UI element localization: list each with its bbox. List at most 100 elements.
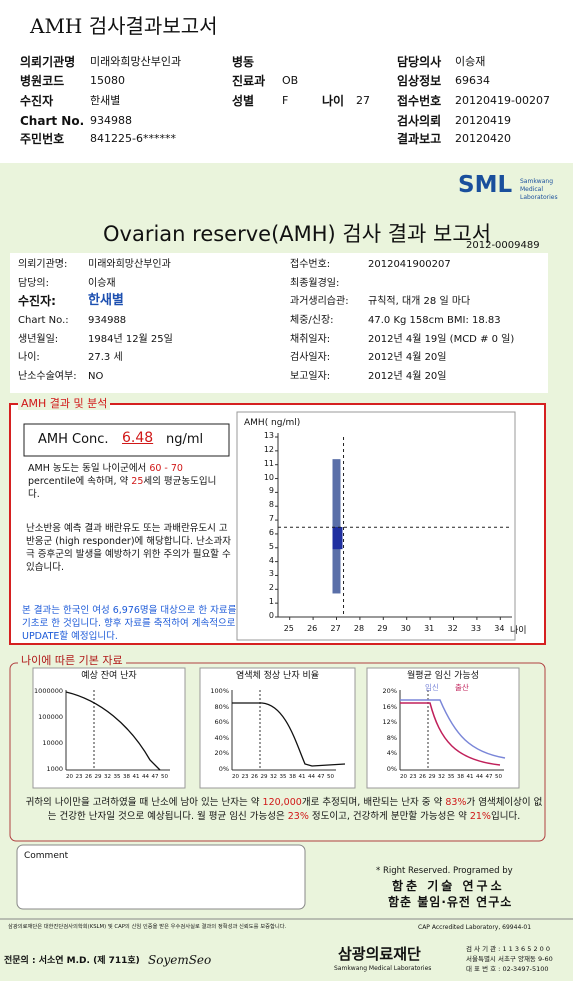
field-label: 나이 — [322, 94, 345, 108]
y-tick-label: 20% — [214, 749, 229, 758]
legend-entry: 출산 — [455, 683, 469, 692]
mini-chart-title: 월평균 임신 가능성 — [407, 671, 479, 681]
text-segment: 60 - 70 — [149, 463, 183, 474]
text-segment: 21% — [469, 811, 491, 822]
info-value: 47.0 Kg 158cm BMI: 18.83 — [368, 315, 501, 326]
field-value: 20120419-00207 — [455, 94, 550, 107]
field-label: 병동 — [232, 55, 255, 69]
conc-box — [23, 423, 230, 457]
x-tick-label: 47 — [317, 774, 325, 780]
y-tick-label: 7 — [268, 514, 274, 524]
field-label: 담당의사 — [397, 55, 442, 69]
director: 전문의 : 서소연 M.D. (제 711호) — [4, 956, 140, 966]
x-tick-label: 25 — [283, 624, 294, 633]
x-tick-label: 23 — [241, 774, 249, 780]
x-tick-label: 32 — [447, 624, 458, 633]
x-tick-label: 26 — [419, 774, 426, 780]
field-value: 15080 — [90, 74, 125, 87]
info-box — [10, 253, 548, 393]
contact: 대 표 번 호 : 02-3497-5100 — [466, 965, 549, 973]
x-tick-label: 47 — [485, 774, 493, 780]
field-label: 병원코드 — [20, 74, 65, 88]
x-tick-label: 41 — [466, 774, 474, 780]
x-tick-label: 20 — [232, 774, 239, 780]
info-value: NO — [88, 371, 104, 382]
x-tick-label: 28 — [353, 624, 365, 633]
field-value: 69634 — [455, 74, 490, 87]
field-value: 20120420 — [455, 132, 511, 145]
field-label: Chart No. — [20, 114, 85, 128]
axis-label: AMH( ng/ml) — [244, 418, 301, 428]
y-tick-label: 20% — [382, 687, 397, 695]
x-tick-label: 38 — [123, 774, 130, 780]
y-tick-label: 6 — [268, 527, 274, 537]
x-tick-label: 29 — [94, 774, 102, 780]
info-label: 수진자: — [18, 294, 56, 308]
y-tick-label: 11 — [263, 458, 274, 468]
text-segment: 귀하의 나이만을 고려하였을 때 난소에 남아 있는 난자는 약 — [25, 797, 263, 808]
y-tick-label: 1000000 — [34, 687, 63, 695]
info-label: 나이: — [18, 352, 40, 363]
info-value: 2012년 4월 20일 — [368, 352, 447, 363]
info-label: 채취일자: — [290, 334, 331, 345]
x-tick-label: 47 — [151, 774, 159, 780]
info-label: 보고일자: — [290, 371, 331, 382]
info-value: 미래와희망산부인과 — [88, 259, 171, 270]
y-tick-label: 8 — [268, 500, 274, 510]
paragraph: 본 결과는 한국인 여성 6,976명을 대상으로 한 자료를 기초로 한 것입… — [22, 605, 237, 642]
info-value: 이승재 — [88, 278, 116, 289]
info-label: 접수번호: — [290, 259, 331, 270]
credit: 함춘 기술 연구소 — [392, 879, 505, 893]
amh-chart-frame — [236, 411, 516, 641]
comment-label: Comment — [24, 851, 69, 861]
text-segment: 25 — [131, 476, 144, 487]
x-tick-label: 30 — [400, 624, 411, 633]
info-label: 과거생리습관: — [290, 296, 349, 307]
field-value: 841225-6****** — [90, 132, 176, 145]
mini-chart-frame — [32, 667, 186, 789]
x-tick-label: 27 — [330, 624, 341, 633]
info-value: 규칙적, 대개 28 일 마다 — [368, 296, 471, 307]
x-tick-label: 26 — [307, 624, 318, 633]
x-tick-label: 50 — [495, 774, 502, 780]
field-label: 수진자 — [20, 94, 54, 108]
mini-chart-frame — [199, 667, 356, 789]
x-tick-label: 44 — [308, 774, 315, 780]
info-label: 체중/신장: — [290, 315, 334, 326]
y-tick-label: 10000 — [42, 739, 63, 747]
info-label: 담당의: — [18, 278, 49, 289]
x-tick-label: 26 — [85, 774, 92, 780]
x-tick-label: 38 — [289, 774, 296, 780]
signature: SoyemSeo — [148, 953, 212, 967]
legend-entry: 임신 — [425, 683, 439, 692]
x-tick-label: 41 — [298, 774, 306, 780]
info-label: Chart No.: — [18, 315, 69, 326]
x-tick-label: 26 — [251, 774, 258, 780]
x-tick-label: 29 — [260, 774, 268, 780]
y-tick-label: 0 — [268, 611, 274, 620]
text-segment: 가 염색체이상이 없는 건강한 난자일 것으로 예상됩니다. 월 평균 임신 가… — [47, 797, 543, 822]
x-tick-label: 35 — [447, 774, 455, 780]
info-label: 검사일자: — [290, 352, 331, 363]
text-segment: AMH 농도는 동일 나이군에서 — [28, 463, 150, 474]
report-title: Ovarian reserve(AMH) 검사 결과 보고서 — [103, 222, 492, 246]
x-tick-label: 32 — [104, 774, 111, 780]
info-label: 난소수술여부: — [18, 371, 77, 382]
y-tick-label: 9 — [268, 486, 274, 496]
y-tick-label: 40% — [214, 733, 229, 742]
logo: SML — [458, 172, 513, 198]
y-tick-label: 5 — [268, 541, 274, 551]
x-tick-label: 50 — [161, 774, 168, 780]
info-value: 2012041900207 — [368, 259, 451, 270]
info-value: 1984년 12월 25일 — [88, 334, 173, 345]
y-tick-label: 16% — [382, 702, 397, 711]
mini-chart-title: 예상 잔여 난자 — [81, 671, 137, 681]
field-value: 934988 — [90, 114, 132, 127]
info-label: 생년월일: — [18, 334, 59, 345]
conc-value: 6.48 — [122, 430, 154, 446]
x-tick-label: 44 — [476, 774, 483, 780]
y-tick-label: 80% — [214, 702, 229, 711]
mini-chart-frame — [366, 667, 520, 789]
text-segment: percentile에 속하며, 약 — [28, 476, 132, 487]
